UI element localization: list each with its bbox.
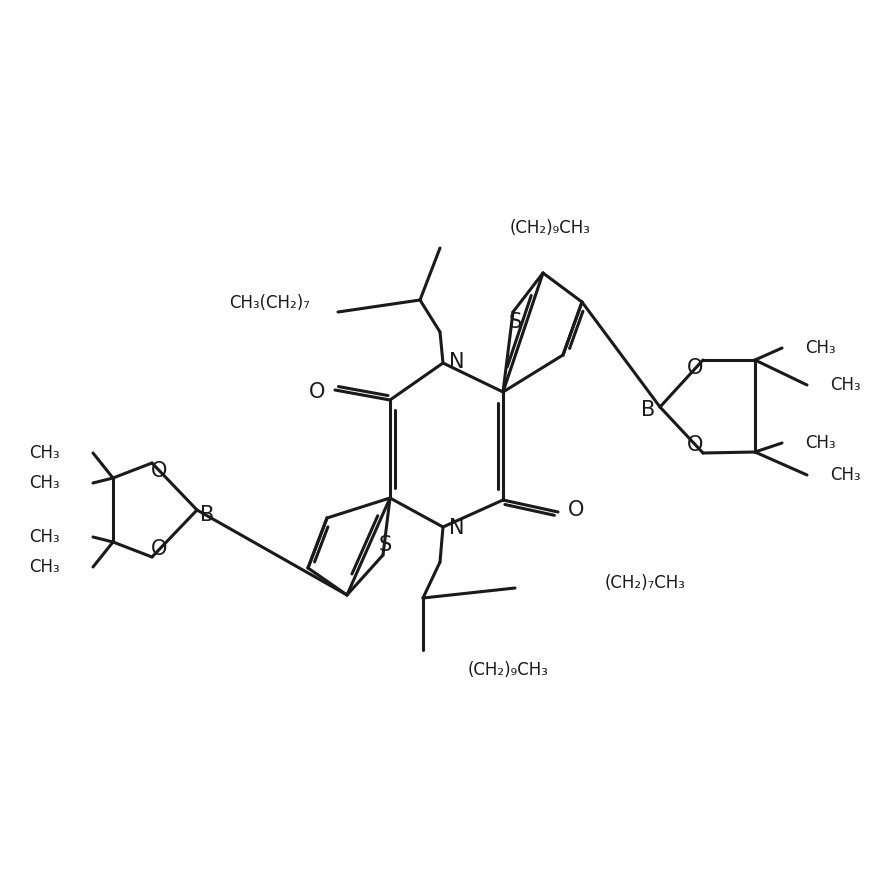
Text: CH₃: CH₃	[830, 466, 861, 484]
Text: CH₃: CH₃	[29, 444, 60, 462]
Text: CH₃: CH₃	[830, 376, 861, 394]
Text: CH₃: CH₃	[29, 558, 60, 576]
Text: CH₃(CH₂)₇: CH₃(CH₂)₇	[229, 294, 310, 312]
Text: (CH₂)₉CH₃: (CH₂)₉CH₃	[510, 219, 591, 237]
Text: (CH₂)₇CH₃: (CH₂)₇CH₃	[605, 574, 686, 592]
Text: CH₃: CH₃	[805, 434, 836, 452]
Text: (CH₂)₉CH₃: (CH₂)₉CH₃	[468, 661, 549, 679]
Text: O: O	[687, 435, 703, 455]
Text: N: N	[449, 352, 465, 372]
Text: S: S	[508, 312, 522, 332]
Text: O: O	[309, 382, 325, 402]
Text: CH₃: CH₃	[29, 528, 60, 546]
Text: O: O	[568, 500, 584, 520]
Text: B: B	[641, 400, 655, 420]
Text: O: O	[150, 461, 167, 481]
Text: O: O	[150, 539, 167, 559]
Text: S: S	[378, 535, 392, 555]
Text: CH₃: CH₃	[805, 339, 836, 357]
Text: CH₃: CH₃	[29, 474, 60, 492]
Text: N: N	[449, 518, 465, 538]
Text: B: B	[200, 505, 214, 525]
Text: O: O	[687, 358, 703, 378]
